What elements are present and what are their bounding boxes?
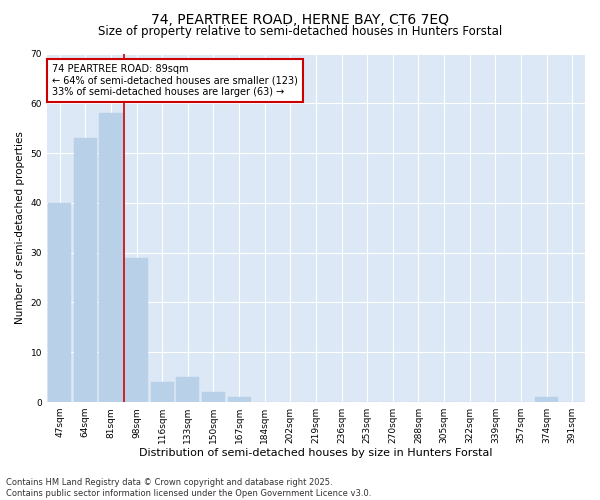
Bar xyxy=(151,382,174,402)
Bar xyxy=(48,203,71,402)
Text: 74, PEARTREE ROAD, HERNE BAY, CT6 7EQ: 74, PEARTREE ROAD, HERNE BAY, CT6 7EQ xyxy=(151,12,449,26)
Bar xyxy=(125,258,148,402)
X-axis label: Distribution of semi-detached houses by size in Hunters Forstal: Distribution of semi-detached houses by … xyxy=(139,448,493,458)
Text: Contains HM Land Registry data © Crown copyright and database right 2025.
Contai: Contains HM Land Registry data © Crown c… xyxy=(6,478,371,498)
Bar xyxy=(176,377,199,402)
Bar xyxy=(535,397,558,402)
Bar xyxy=(227,397,251,402)
Bar xyxy=(202,392,225,402)
Bar xyxy=(74,138,97,402)
Text: 74 PEARTREE ROAD: 89sqm
← 64% of semi-detached houses are smaller (123)
33% of s: 74 PEARTREE ROAD: 89sqm ← 64% of semi-de… xyxy=(52,64,298,97)
Bar xyxy=(100,114,122,402)
Text: Size of property relative to semi-detached houses in Hunters Forstal: Size of property relative to semi-detach… xyxy=(98,25,502,38)
Y-axis label: Number of semi-detached properties: Number of semi-detached properties xyxy=(15,132,25,324)
